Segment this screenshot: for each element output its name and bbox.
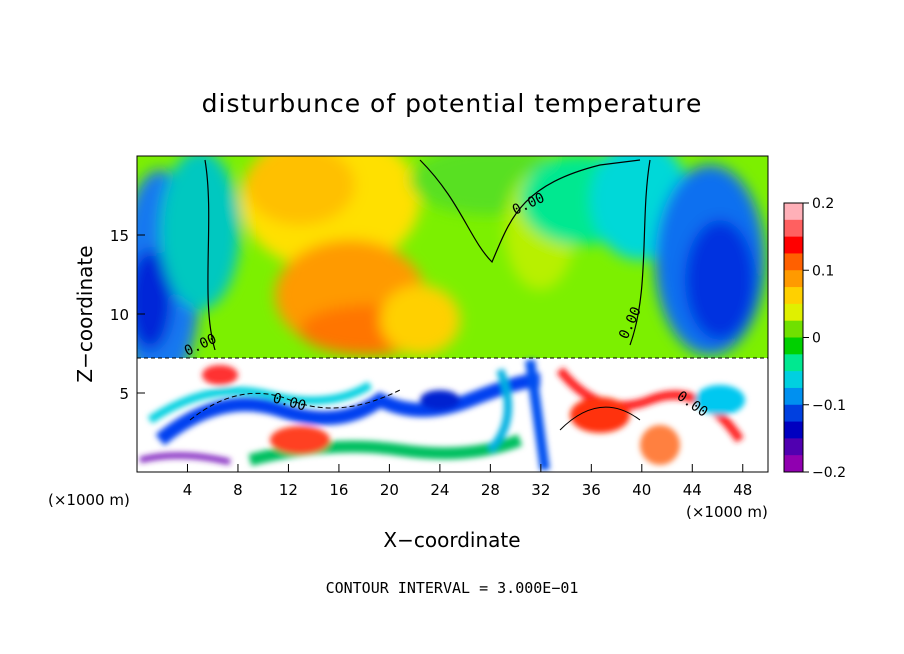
x-tick-label: 4 [183,481,193,499]
colorbar-tick-label: 0.2 [812,196,834,212]
x-tick-label: 36 [582,481,601,499]
x-unit-left: (×1000 m) [48,491,130,509]
colorbar-swatch [784,371,803,389]
x-unit-right: (×1000 m) [686,503,768,521]
x-tick-label: 8 [233,481,243,499]
x-tick-label: 12 [279,481,298,499]
contour-interval-note: CONTOUR INTERVAL = 3.000E−01 [326,579,579,597]
colorbar-tick-label: −0.2 [812,465,846,481]
x-tick-label: 24 [430,481,449,499]
colorbar-swatch [784,287,803,305]
x-tick-label: 32 [531,481,550,499]
x-tick-label: 20 [380,481,399,499]
x-axis-label: X−coordinate [383,528,520,552]
colorbar-swatch [784,421,803,439]
colorbar-swatch [784,303,803,322]
colorbar-swatch [784,219,803,238]
y-tick-label: 5 [119,385,129,403]
colorbar-swatch [784,253,803,271]
colorbar-tick-label: −0.1 [812,398,846,414]
colorbar-swatch [784,203,803,221]
y-axis-label: Z−coordinate [73,245,97,382]
colorbar-tick-label: 0.1 [812,263,834,279]
x-tick-label: 28 [481,481,500,499]
x-tick-label: 44 [683,481,702,499]
x-tick-label: 40 [632,481,651,499]
x-axis: 4 8 12 16 20 24 28 32 36 40 44 48 [183,464,752,499]
colorbar-swatch [784,438,803,456]
y-axis: 5 10 15 [110,227,145,403]
colorbar-swatch [784,337,803,355]
y-tick-label: 15 [110,227,129,245]
colorbar-tick-label: 0 [812,331,821,347]
colorbar: 0.2 0.1 0 −0.1 −0.2 [783,196,846,481]
heatmap-field [137,156,768,472]
colorbar-swatch [784,236,803,254]
x-tick-label: 48 [733,481,752,499]
colorbar-swatch [784,320,803,338]
x-tick-label: 16 [329,481,348,499]
colorbar-swatch [784,354,803,372]
chart-title: disturbunce of potential temperature [202,89,703,118]
y-tick-label: 10 [110,306,129,324]
colorbar-swatch [784,270,803,288]
colorbar-swatch [784,404,803,423]
colorbar-swatch [784,455,803,473]
colorbar-swatch [784,387,803,406]
